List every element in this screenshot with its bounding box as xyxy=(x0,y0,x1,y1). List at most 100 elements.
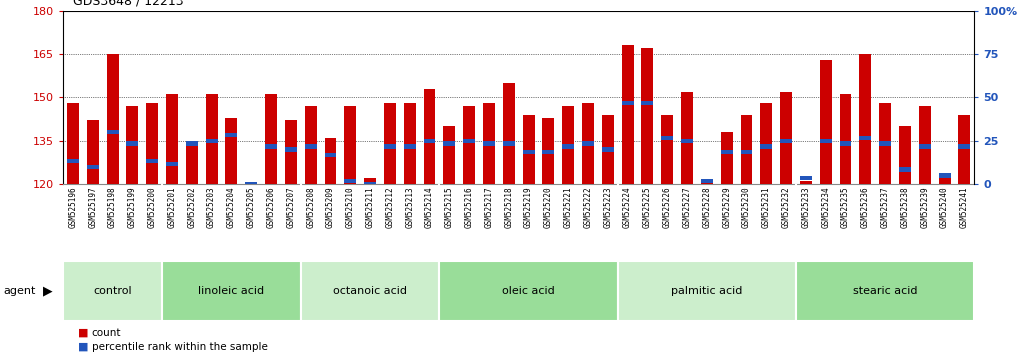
Bar xyxy=(285,120,297,184)
Text: GSM525219: GSM525219 xyxy=(524,186,533,228)
Text: GSM525235: GSM525235 xyxy=(841,186,850,228)
Bar xyxy=(502,142,515,146)
Bar xyxy=(424,89,435,184)
Text: GSM525233: GSM525233 xyxy=(801,186,811,228)
Bar xyxy=(107,130,119,134)
Bar xyxy=(364,178,376,184)
Text: GSM525234: GSM525234 xyxy=(821,186,830,228)
Bar xyxy=(439,261,617,321)
Bar xyxy=(958,144,970,149)
Bar xyxy=(681,138,693,143)
Bar xyxy=(384,144,396,149)
Text: GSM525227: GSM525227 xyxy=(682,186,692,228)
Text: count: count xyxy=(92,328,121,338)
Bar xyxy=(939,173,951,178)
Bar xyxy=(761,103,772,184)
Bar xyxy=(602,115,613,184)
Bar xyxy=(701,179,713,183)
Bar xyxy=(939,172,951,184)
Text: GSM525240: GSM525240 xyxy=(940,186,949,228)
Text: GSM525221: GSM525221 xyxy=(563,186,573,228)
Bar xyxy=(186,141,197,184)
Bar xyxy=(880,103,891,184)
Bar xyxy=(780,92,792,184)
Bar xyxy=(918,106,931,184)
Text: GSM525241: GSM525241 xyxy=(960,186,969,228)
Bar xyxy=(226,133,237,137)
Bar xyxy=(424,138,435,143)
Text: GSM525212: GSM525212 xyxy=(385,186,395,228)
Bar xyxy=(166,95,178,184)
Bar xyxy=(126,142,138,146)
Bar xyxy=(621,101,634,105)
Bar xyxy=(67,103,79,184)
Bar xyxy=(820,138,832,143)
Bar xyxy=(740,150,753,154)
Bar xyxy=(324,153,337,157)
Bar xyxy=(186,142,197,146)
Text: GSM525204: GSM525204 xyxy=(227,186,236,228)
Bar xyxy=(958,115,970,184)
Bar xyxy=(918,144,931,149)
Bar xyxy=(404,103,416,184)
Text: GSM525237: GSM525237 xyxy=(881,186,890,228)
Bar xyxy=(621,45,634,184)
Text: GSM525216: GSM525216 xyxy=(465,186,474,228)
Text: GSM525239: GSM525239 xyxy=(920,186,930,228)
Text: GSM525213: GSM525213 xyxy=(405,186,414,228)
Bar xyxy=(582,103,594,184)
Text: GDS3648 / 12213: GDS3648 / 12213 xyxy=(73,0,184,7)
Bar xyxy=(345,106,356,184)
Bar xyxy=(880,142,891,146)
Bar xyxy=(642,48,653,184)
Bar xyxy=(859,54,872,184)
Bar xyxy=(67,159,79,163)
Bar xyxy=(761,144,772,149)
Bar xyxy=(502,83,515,184)
Text: GSM525218: GSM525218 xyxy=(504,186,514,228)
Bar xyxy=(800,181,812,184)
Bar xyxy=(796,261,974,321)
Text: linoleic acid: linoleic acid xyxy=(198,286,264,296)
Bar xyxy=(463,106,475,184)
Bar xyxy=(840,95,851,184)
Text: ▶: ▶ xyxy=(43,285,52,298)
Bar xyxy=(483,142,495,146)
Text: GSM525203: GSM525203 xyxy=(207,186,217,228)
Bar xyxy=(602,147,613,152)
Text: GSM525198: GSM525198 xyxy=(108,186,117,228)
Bar xyxy=(721,150,732,154)
Text: octanoic acid: octanoic acid xyxy=(334,286,407,296)
Text: GSM525215: GSM525215 xyxy=(444,186,454,228)
Bar xyxy=(617,261,796,321)
Text: oleic acid: oleic acid xyxy=(502,286,555,296)
Text: agent: agent xyxy=(3,286,36,296)
Bar xyxy=(859,136,872,140)
Bar xyxy=(661,136,673,140)
Bar xyxy=(642,101,653,105)
Bar xyxy=(205,95,218,184)
Bar xyxy=(301,261,439,321)
Text: GSM525202: GSM525202 xyxy=(187,186,196,228)
Text: ■: ■ xyxy=(78,328,88,338)
Text: GSM525200: GSM525200 xyxy=(147,186,157,228)
Bar xyxy=(305,144,316,149)
Text: GSM525210: GSM525210 xyxy=(346,186,355,228)
Bar xyxy=(463,138,475,143)
Bar xyxy=(324,138,337,184)
Bar xyxy=(384,103,396,184)
Bar xyxy=(562,144,575,149)
Bar xyxy=(820,60,832,184)
Bar xyxy=(899,167,911,172)
Bar xyxy=(443,126,456,184)
Bar xyxy=(205,138,218,143)
Text: GSM525232: GSM525232 xyxy=(782,186,790,228)
Bar xyxy=(126,106,138,184)
Text: GSM525220: GSM525220 xyxy=(544,186,553,228)
Bar xyxy=(483,103,495,184)
Text: GSM525208: GSM525208 xyxy=(306,186,315,228)
Bar xyxy=(721,132,732,184)
Text: GSM525217: GSM525217 xyxy=(484,186,493,228)
Bar xyxy=(265,144,277,149)
Bar xyxy=(800,176,812,181)
